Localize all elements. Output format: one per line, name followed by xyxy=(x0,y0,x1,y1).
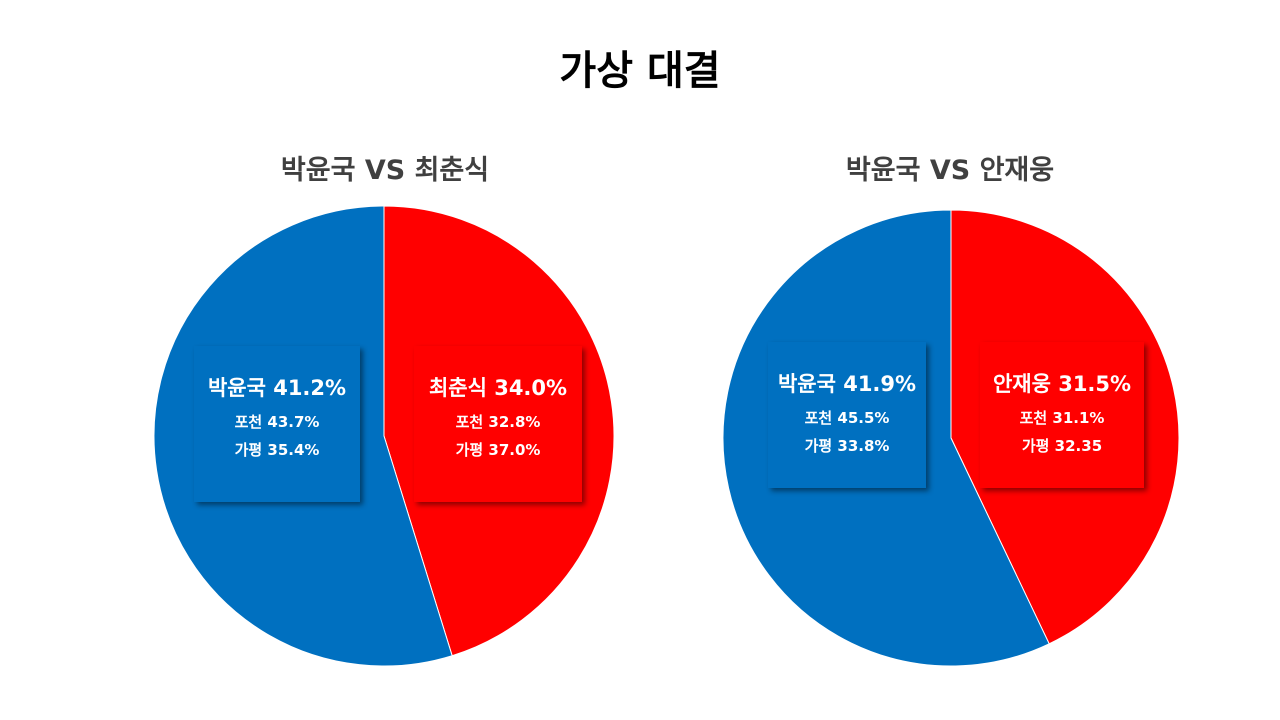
slice-label-line: 포천 32.8% xyxy=(455,413,541,431)
slice-label-headline: 박윤국 41.2% xyxy=(207,376,347,400)
slice-label-headline: 안재웅 31.5% xyxy=(992,372,1132,396)
chart-title: 박윤국 VS 안재웅 xyxy=(845,155,1055,186)
slice-label-line: 가평 32.35 xyxy=(1021,437,1103,455)
slice-label-headline: 최춘식 34.0% xyxy=(428,376,568,400)
slice-label-box: 최춘식 34.0% 포천 32.8% 가평 37.0% xyxy=(414,346,582,502)
page-title: 가상 대결 xyxy=(559,48,721,94)
slice-label-box: 박윤국 41.2% 포천 43.7% 가평 35.4% xyxy=(194,346,360,502)
slice-label-line: 포천 31.1% xyxy=(1019,409,1105,427)
chart-title: 박윤국 VS 최춘식 xyxy=(280,155,490,186)
slice-label-box: 안재웅 31.5% 포천 31.1% 가평 32.35 xyxy=(980,342,1144,488)
slice-label-line: 포천 43.7% xyxy=(234,413,320,431)
slice-label-line: 가평 33.8% xyxy=(804,437,890,455)
slice-label-headline: 박윤국 41.9% xyxy=(777,372,917,396)
slice-label-line: 포천 45.5% xyxy=(804,409,890,427)
slice-label-box: 박윤국 41.9% 포천 45.5% 가평 33.8% xyxy=(768,342,926,488)
slice-label-line: 가평 35.4% xyxy=(234,441,320,459)
slice-label-line: 가평 37.0% xyxy=(455,441,541,459)
